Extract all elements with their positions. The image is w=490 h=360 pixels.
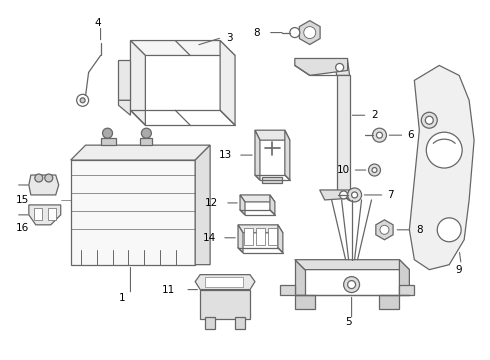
Polygon shape <box>280 285 295 294</box>
Text: 14: 14 <box>203 233 216 243</box>
Polygon shape <box>376 220 393 240</box>
Circle shape <box>380 225 389 234</box>
Polygon shape <box>399 260 409 294</box>
Circle shape <box>76 94 89 106</box>
Circle shape <box>437 218 461 242</box>
Polygon shape <box>319 190 355 200</box>
Polygon shape <box>379 294 399 310</box>
Polygon shape <box>71 145 210 160</box>
Text: 8: 8 <box>416 225 423 235</box>
Polygon shape <box>130 41 146 125</box>
Circle shape <box>80 98 85 103</box>
Polygon shape <box>299 21 320 45</box>
Polygon shape <box>270 195 275 215</box>
Circle shape <box>35 174 43 182</box>
Text: 5: 5 <box>345 318 352 328</box>
Circle shape <box>340 191 347 199</box>
Circle shape <box>347 280 356 289</box>
Polygon shape <box>285 130 290 180</box>
Bar <box>256 228 265 245</box>
Bar <box>244 228 253 245</box>
Polygon shape <box>195 145 210 265</box>
Polygon shape <box>335 60 349 75</box>
Circle shape <box>345 189 358 201</box>
Polygon shape <box>119 60 130 100</box>
Text: 4: 4 <box>94 18 101 28</box>
Polygon shape <box>295 260 409 270</box>
Circle shape <box>304 27 316 39</box>
Text: 16: 16 <box>16 223 29 233</box>
Polygon shape <box>141 138 152 145</box>
Circle shape <box>372 128 387 142</box>
Text: 8: 8 <box>253 28 260 37</box>
Polygon shape <box>337 75 349 195</box>
Bar <box>34 208 42 220</box>
Polygon shape <box>409 66 474 270</box>
Circle shape <box>290 28 300 37</box>
Text: 6: 6 <box>407 130 414 140</box>
Polygon shape <box>278 225 283 253</box>
Polygon shape <box>29 175 59 195</box>
Text: 12: 12 <box>205 198 218 208</box>
Circle shape <box>343 276 360 293</box>
Text: 11: 11 <box>162 284 175 294</box>
Bar <box>48 208 56 220</box>
Circle shape <box>425 116 433 124</box>
Polygon shape <box>238 225 283 233</box>
Polygon shape <box>220 41 235 125</box>
Polygon shape <box>205 318 215 329</box>
Circle shape <box>372 167 377 172</box>
Bar <box>262 177 282 183</box>
Circle shape <box>426 132 462 168</box>
Polygon shape <box>119 100 130 115</box>
Bar <box>205 276 243 287</box>
Text: 1: 1 <box>119 293 126 302</box>
Polygon shape <box>255 130 290 140</box>
Polygon shape <box>29 205 61 225</box>
Polygon shape <box>255 130 260 180</box>
Bar <box>268 228 277 245</box>
Text: 2: 2 <box>371 110 378 120</box>
Text: 13: 13 <box>219 150 232 160</box>
Polygon shape <box>240 195 245 215</box>
Polygon shape <box>200 289 250 319</box>
Polygon shape <box>130 41 235 55</box>
Polygon shape <box>238 225 243 253</box>
Circle shape <box>142 128 151 138</box>
Text: 10: 10 <box>337 165 349 175</box>
Circle shape <box>421 112 437 128</box>
Circle shape <box>102 128 113 138</box>
Text: 9: 9 <box>456 265 463 275</box>
Text: 3: 3 <box>226 32 233 42</box>
Polygon shape <box>235 318 245 329</box>
Polygon shape <box>100 138 116 145</box>
Polygon shape <box>399 285 415 294</box>
Polygon shape <box>71 160 195 265</box>
Polygon shape <box>295 58 347 75</box>
Circle shape <box>352 192 358 198</box>
Polygon shape <box>195 275 255 289</box>
Circle shape <box>45 174 53 182</box>
Polygon shape <box>295 260 305 294</box>
Text: 15: 15 <box>16 195 29 205</box>
Circle shape <box>347 188 362 202</box>
Polygon shape <box>295 294 315 310</box>
Circle shape <box>336 63 343 71</box>
Circle shape <box>376 132 383 138</box>
Circle shape <box>368 164 380 176</box>
Text: 7: 7 <box>388 190 394 200</box>
Polygon shape <box>240 195 275 202</box>
